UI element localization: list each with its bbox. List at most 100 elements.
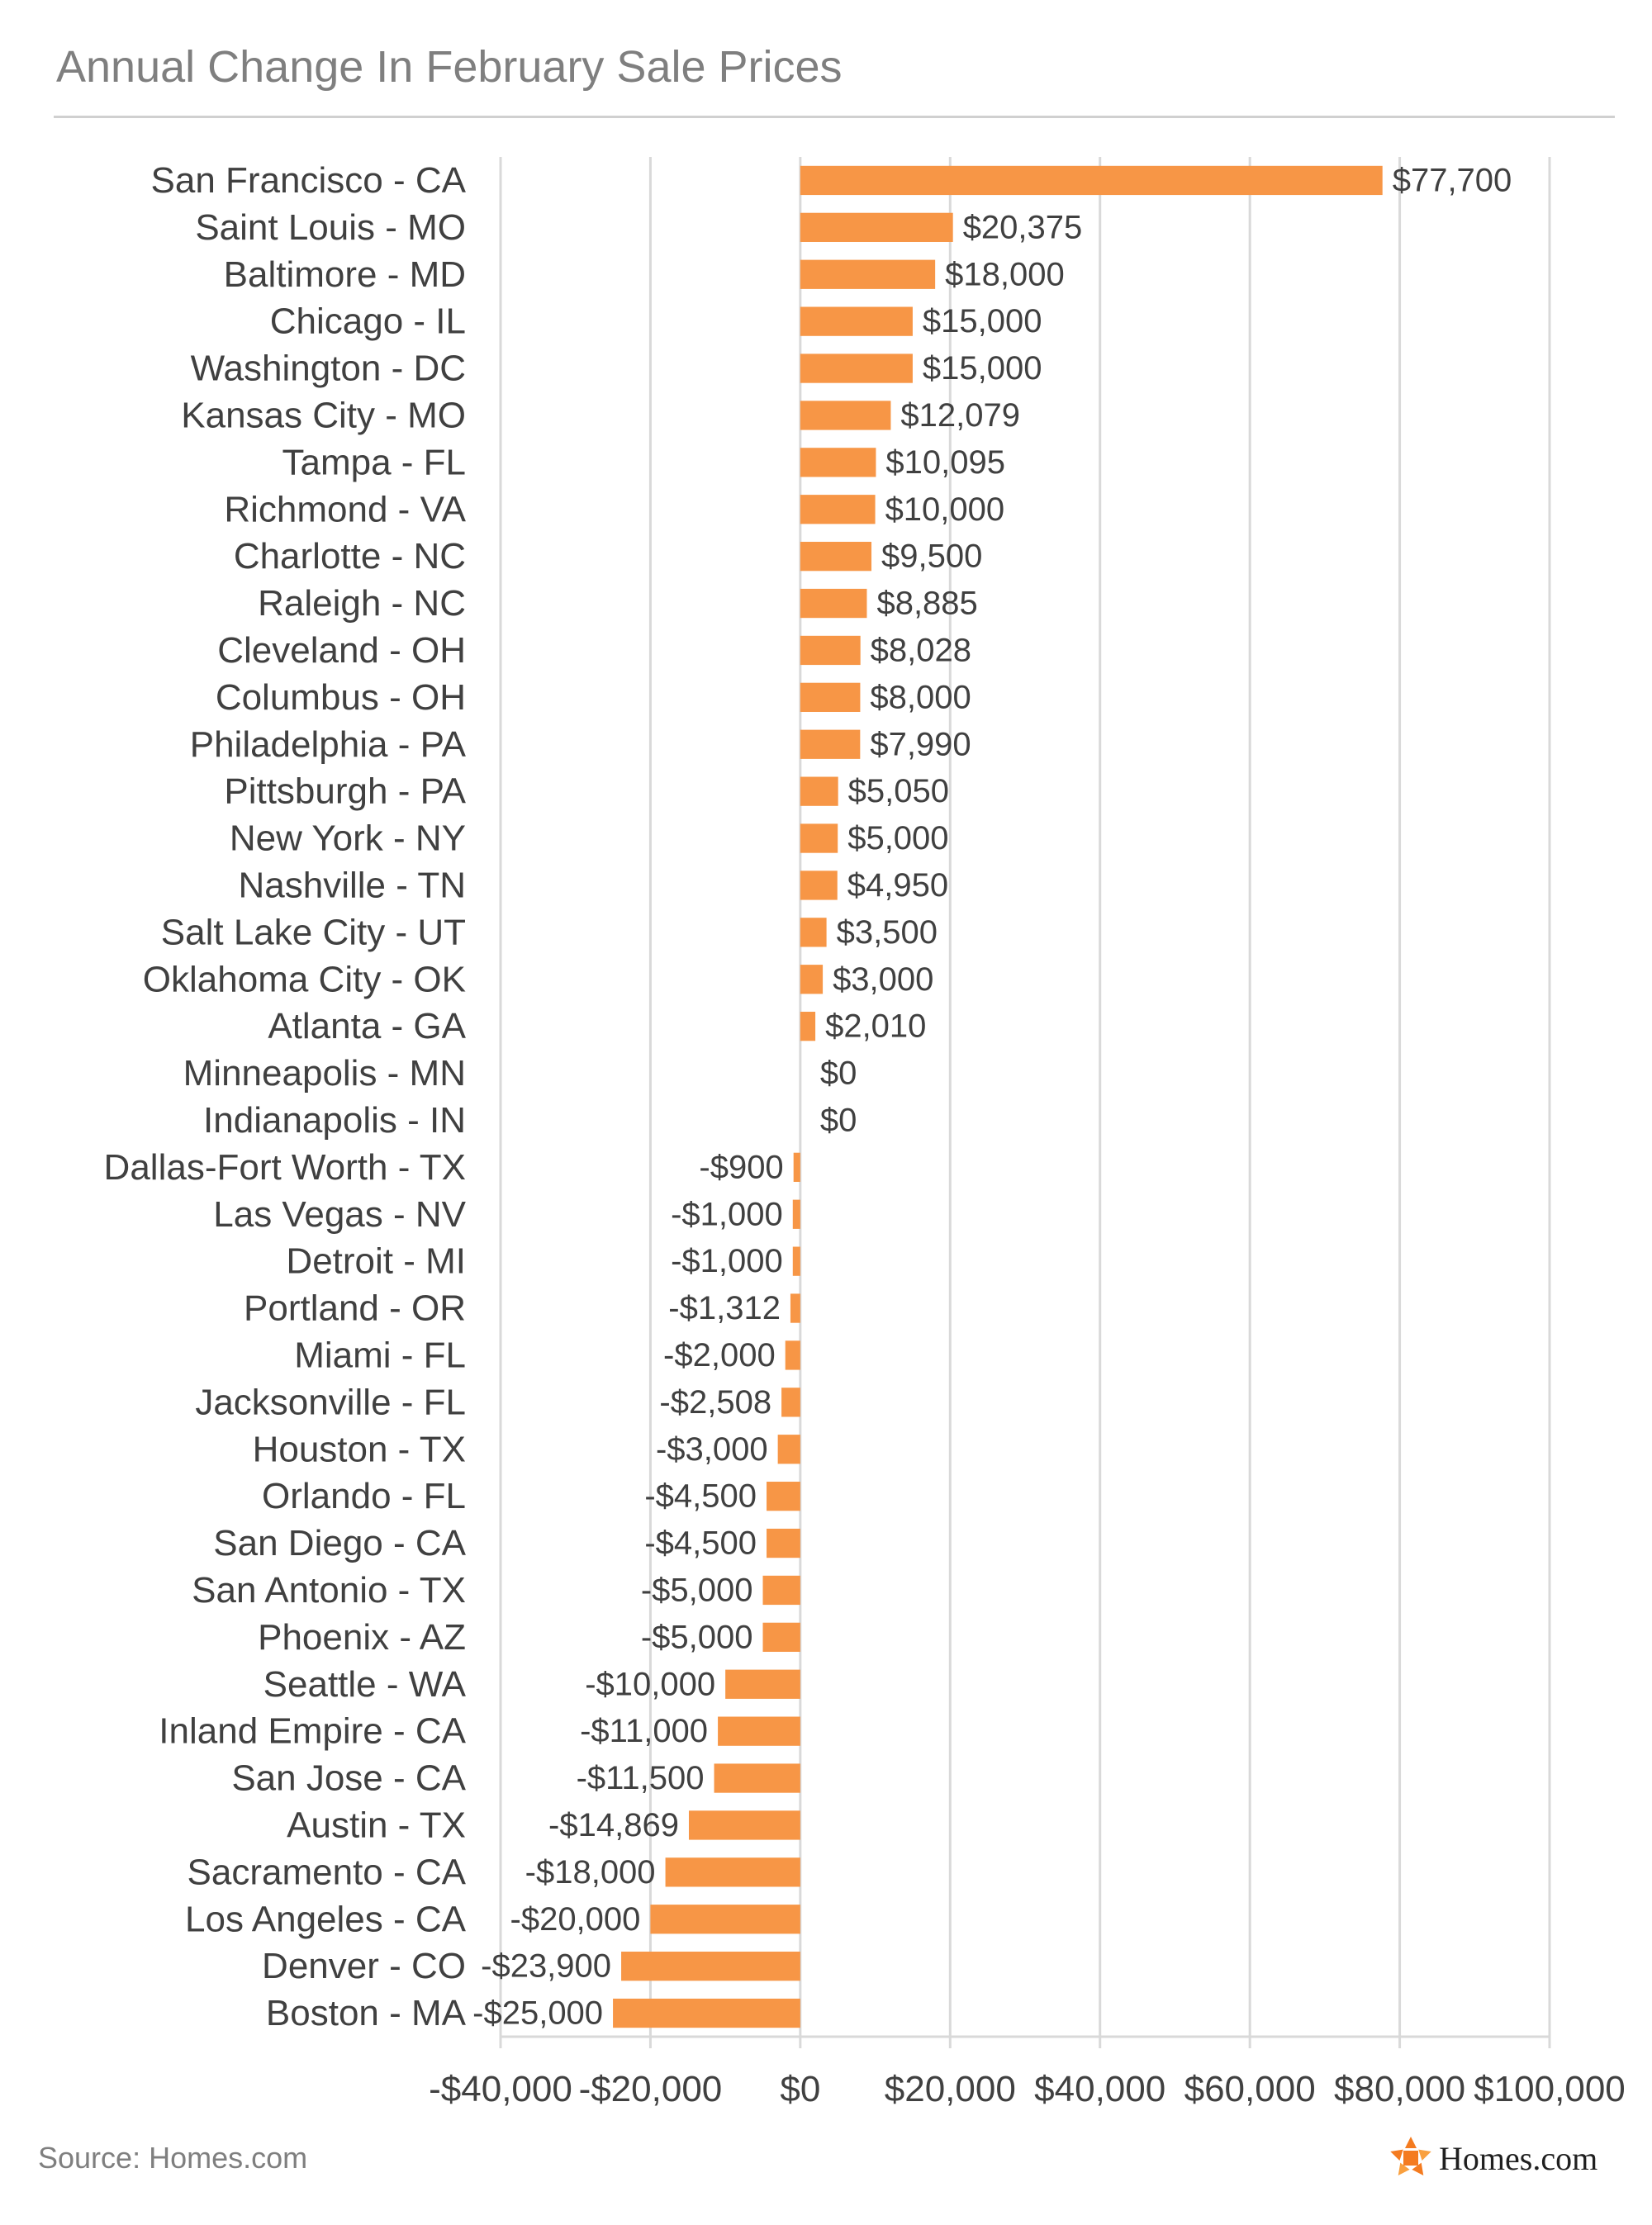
- chart-title: Annual Change In February Sale Prices: [56, 42, 843, 92]
- bar: [800, 729, 861, 759]
- bar-chart: -$40,000 -$20,000 $0 $20,000 $40,000 $60,000 $…: [104, 157, 1626, 2109]
- data-label: -$11,000: [580, 1713, 708, 1749]
- data-label: -$1,312: [668, 1290, 781, 1326]
- category-label: Chicago - IL: [270, 301, 466, 342]
- bar: [800, 871, 838, 900]
- data-label: $8,028: [871, 632, 971, 668]
- category-label: Columbus - OH: [216, 677, 466, 718]
- category-label: Phoenix - AZ: [258, 1617, 466, 1658]
- data-label: $15,000: [923, 303, 1042, 339]
- x-tick-label: -$40,000: [429, 2069, 572, 2109]
- category-label: Orlando - FL: [262, 1476, 466, 1516]
- bar: [793, 1152, 800, 1182]
- data-label: $0: [820, 1102, 857, 1138]
- bar: [785, 1340, 800, 1370]
- data-label: -$25,000: [472, 1995, 603, 2032]
- data-label: $3,500: [837, 914, 938, 951]
- category-label: Portland - OR: [244, 1288, 466, 1329]
- x-tick-label: $60,000: [1184, 2069, 1316, 2109]
- category-label: Boston - MA: [266, 1993, 467, 2033]
- bar: [800, 1012, 816, 1041]
- data-label: $12,079: [900, 397, 1020, 434]
- bar: [800, 965, 824, 994]
- data-label: -$900: [699, 1149, 783, 1185]
- bar: [800, 542, 872, 572]
- bar: [800, 353, 913, 383]
- data-label: -$11,500: [577, 1760, 705, 1796]
- category-label: Kansas City - MO: [181, 395, 466, 435]
- bar: [767, 1482, 800, 1511]
- bar: [688, 1810, 800, 1840]
- bar: [762, 1622, 800, 1652]
- data-label: -$1,000: [671, 1196, 783, 1232]
- data-label: -$5,000: [641, 1619, 753, 1655]
- data-label: -$4,500: [644, 1478, 757, 1515]
- data-label: -$4,500: [644, 1525, 757, 1562]
- bar: [800, 259, 936, 289]
- bar: [800, 635, 861, 666]
- category-label: San Antonio - TX: [192, 1570, 466, 1611]
- category-label: San Diego - CA: [213, 1523, 466, 1563]
- data-label: -$2,000: [663, 1337, 776, 1373]
- category-label: Inland Empire - CA: [159, 1711, 466, 1752]
- data-label: $7,990: [870, 726, 971, 762]
- data-label: $4,950: [847, 867, 948, 904]
- data-label: $77,700: [1393, 162, 1512, 198]
- bar: [800, 212, 953, 242]
- x-tick-label: $0: [780, 2069, 820, 2109]
- bar: [800, 306, 913, 336]
- data-label: $10,000: [885, 491, 1005, 528]
- category-label: Atlanta - GA: [268, 1006, 466, 1046]
- bar: [792, 1246, 800, 1276]
- x-tick-label: $100,000: [1474, 2069, 1626, 2109]
- category-label: Cleveland - OH: [217, 630, 466, 671]
- data-label: -$1,000: [671, 1243, 783, 1279]
- category-label: Nashville - TN: [239, 865, 466, 905]
- logo-text: Homes.com: [1439, 2139, 1598, 2177]
- category-label: Dallas-Fort Worth - TX: [104, 1147, 466, 1188]
- bar: [621, 1952, 800, 1981]
- category-label: New York - NY: [230, 818, 466, 859]
- source-note: Source: Homes.com: [38, 2141, 308, 2175]
- category-label: Austin - TX: [287, 1805, 466, 1845]
- data-label: $3,000: [833, 961, 933, 998]
- category-label: Tampa - FL: [282, 442, 466, 482]
- data-label: $5,050: [848, 773, 949, 809]
- category-label: Las Vegas - NV: [213, 1194, 466, 1235]
- bar: [800, 401, 891, 430]
- data-label: $2,010: [825, 1008, 926, 1045]
- category-label: Denver - CO: [262, 1946, 466, 1986]
- bar: [800, 776, 838, 806]
- category-label: Miami - FL: [294, 1335, 466, 1375]
- bar: [781, 1388, 800, 1417]
- title-divider: [54, 116, 1615, 118]
- data-label: $10,095: [885, 444, 1005, 481]
- bar: [800, 682, 861, 712]
- category-label: Pittsburgh - PA: [224, 771, 466, 812]
- bar: [725, 1669, 800, 1699]
- category-label: Philadelphia - PA: [190, 724, 467, 765]
- category-label: Minneapolis - MN: [183, 1053, 466, 1094]
- category-label: Washington - DC: [191, 349, 466, 389]
- category-label: Charlotte - NC: [234, 536, 466, 576]
- bar: [792, 1199, 800, 1229]
- bar: [800, 448, 876, 477]
- data-label: -$3,000: [656, 1431, 768, 1468]
- bar: [800, 588, 867, 619]
- data-label: $18,000: [945, 256, 1065, 292]
- category-label: Salt Lake City - UT: [161, 912, 466, 952]
- bar: [650, 1905, 800, 1934]
- data-label: $8,885: [876, 586, 977, 622]
- data-label: -$18,000: [525, 1854, 656, 1891]
- bar: [613, 1998, 800, 2028]
- x-tick-label: $20,000: [885, 2069, 1016, 2109]
- category-label: Oklahoma City - OK: [143, 959, 466, 999]
- category-label: Seattle - WA: [263, 1664, 467, 1705]
- data-label: $5,000: [847, 820, 948, 856]
- data-label: -$20,000: [510, 1901, 641, 1938]
- category-label: Houston - TX: [253, 1429, 466, 1469]
- category-label: Saint Louis - MO: [195, 207, 466, 248]
- bar: [762, 1575, 800, 1606]
- bar: [718, 1716, 800, 1746]
- data-label: -$2,508: [659, 1384, 771, 1421]
